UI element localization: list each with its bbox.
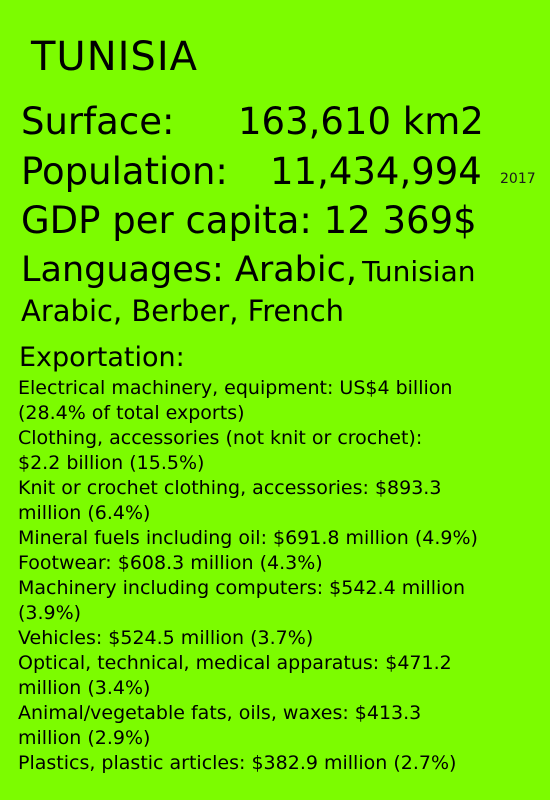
surface-value: 163,610 km2 [238, 100, 484, 143]
export-item: Clothing, accessories (not knit or croch… [18, 427, 423, 474]
population-label: Population: [21, 150, 228, 193]
exportation-heading: Exportation: [19, 342, 185, 373]
export-item: Footwear: $608.3 million (4.3%) [18, 552, 323, 574]
export-item: Knit or crochet clothing, accessories: $… [18, 477, 442, 524]
languages-line-2: Arabic, Berber, French [21, 294, 345, 328]
population-value: 11,434,994 [270, 150, 482, 193]
export-item: Mineral fuels including oil: $691.8 mill… [18, 527, 478, 549]
export-item: Machinery including computers: $542.4 mi… [18, 577, 465, 624]
export-item: Optical, technical, medical apparatus: $… [18, 652, 452, 699]
languages-label: Languages: Arabic, [21, 250, 357, 290]
languages-line-1-rest: Tunisian [362, 255, 476, 288]
exportation-list: Electrical machinery, equipment: US$4 bi… [18, 376, 538, 776]
population-year: 2017 [500, 171, 536, 187]
gdp-per-capita: GDP per capita: 12 369$ [21, 199, 477, 242]
surface-label: Surface: [21, 100, 175, 143]
country-title: TUNISIA [31, 34, 198, 80]
export-item: Vehicles: $524.5 million (3.7%) [18, 627, 314, 649]
export-item: Electrical machinery, equipment: US$4 bi… [18, 377, 453, 424]
languages-line-1: Languages: Arabic, Tunisian [21, 250, 475, 290]
export-item: Plastics, plastic articles: $382.9 milli… [18, 752, 457, 774]
export-item: Animal/vegetable fats, oils, waxes: $413… [18, 702, 422, 749]
